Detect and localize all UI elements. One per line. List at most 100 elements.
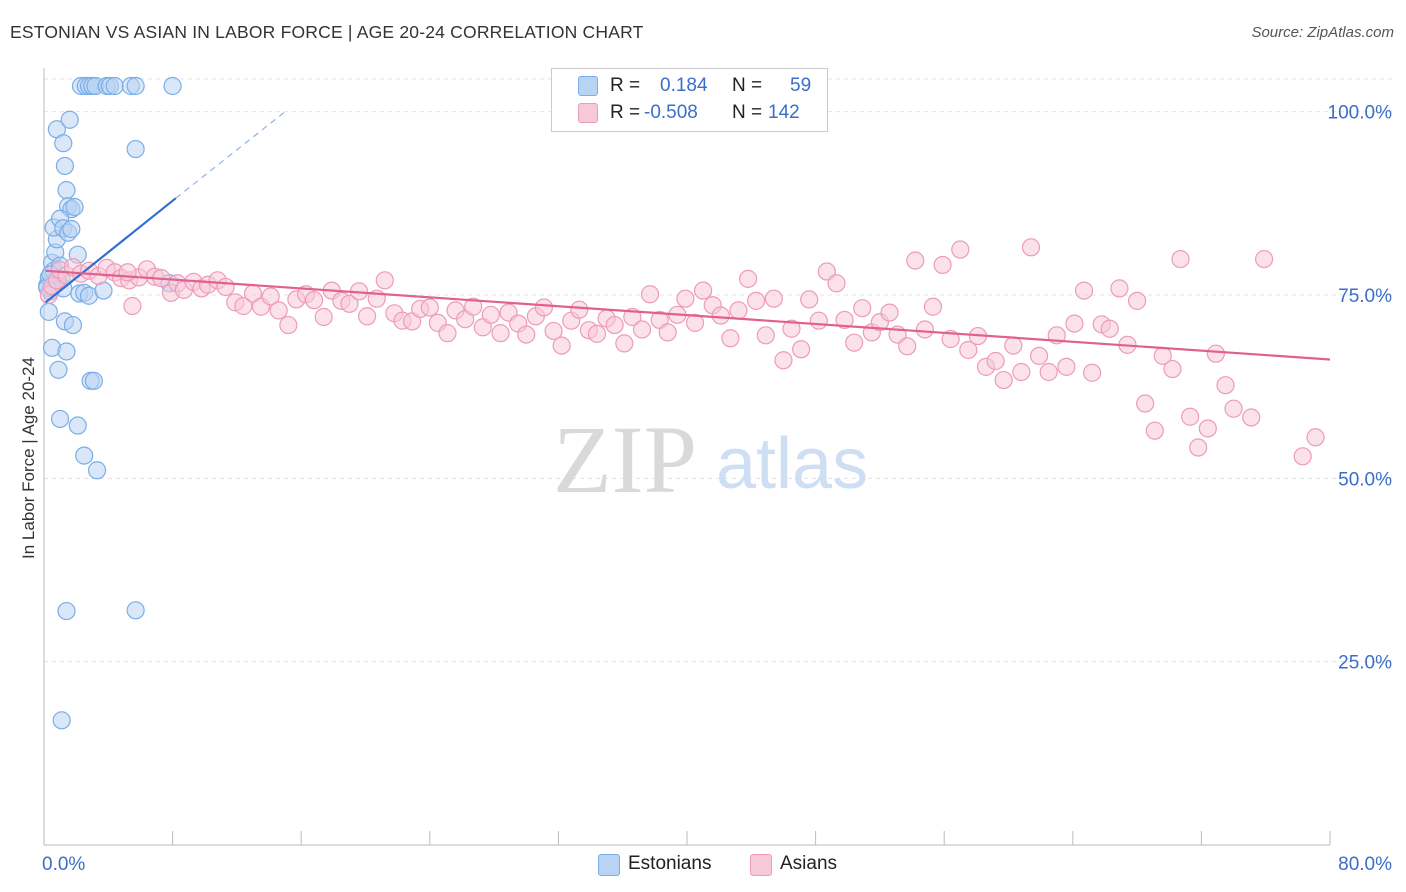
legend-swatch-estonians [598, 854, 620, 876]
data-point-asians [1004, 336, 1023, 355]
data-point-asians [1145, 421, 1164, 440]
data-point-asians [1163, 359, 1182, 379]
stats-legend: R = 0.184 N = 59 R = -0.508 N = 142 [551, 68, 828, 132]
data-point-asians [676, 289, 695, 308]
legend-r-label: R = [610, 102, 641, 123]
data-point-asians [1254, 249, 1274, 269]
data-point-asians [358, 307, 377, 326]
data-point-asians [481, 305, 500, 324]
legend-swatch-asians [750, 854, 772, 876]
data-point-asians [1136, 394, 1155, 413]
data-point-asians [915, 320, 935, 339]
data-point-estonians [55, 156, 74, 176]
series-estonians [38, 76, 182, 730]
data-point-asians [438, 324, 457, 343]
data-point-asians [898, 337, 917, 356]
data-point-asians [994, 370, 1013, 390]
y-tick-label: 100.0% [1328, 103, 1393, 124]
legend-n-value: 142 [768, 102, 800, 123]
data-point-asians [640, 285, 660, 304]
data-point-asians [544, 321, 563, 341]
data-point-asians [729, 301, 748, 320]
legend-row-asians: R = -0.508 N = 142 [552, 100, 827, 126]
data-point-asians [853, 299, 872, 318]
legend-row-estonians: R = 0.184 N = 59 [552, 73, 827, 99]
data-point-estonians [62, 219, 81, 239]
data-point-estonians [49, 360, 68, 379]
watermark-atlas: atlas [716, 424, 868, 504]
y-tick-label: 75.0% [1338, 286, 1392, 307]
data-point-asians [747, 291, 766, 310]
data-point-asians [721, 329, 740, 348]
data-point-asians [304, 291, 324, 310]
watermark: ZIP atlas [553, 406, 868, 513]
trendline-estonians [44, 197, 177, 304]
data-point-estonians [52, 711, 71, 730]
data-point-asians [632, 320, 652, 339]
data-point-estonians [57, 181, 76, 200]
data-point-estonians [126, 76, 145, 96]
data-point-asians [1065, 314, 1084, 333]
x-tick-label-max: 80.0% [1338, 854, 1392, 875]
data-point-estonians [126, 139, 145, 159]
data-point-asians [1198, 419, 1217, 438]
data-point-asians [1039, 362, 1058, 382]
data-point-asians [587, 324, 607, 343]
data-point-asians [792, 340, 811, 359]
data-point-estonians [50, 409, 70, 429]
data-point-asians [1206, 344, 1225, 363]
data-point-asians [269, 301, 288, 320]
data-point-asians [517, 325, 536, 344]
data-point-asians [279, 315, 298, 335]
data-point-estonians [57, 601, 76, 621]
data-point-asians [464, 297, 483, 316]
data-point-asians [959, 340, 978, 360]
data-point-asians [1074, 281, 1094, 300]
data-point-asians [800, 290, 819, 309]
data-point-asians [1127, 291, 1147, 310]
data-point-asians [1012, 362, 1031, 382]
legend-label-asians: Asians [780, 853, 838, 874]
data-point-asians [880, 303, 899, 322]
data-point-asians [809, 311, 828, 330]
data-point-asians [685, 313, 705, 332]
legend-n-value: 59 [790, 75, 812, 96]
legend-r-value: 0.184 [660, 75, 708, 96]
data-point-estonians [87, 461, 107, 480]
y-tick-labels: 25.0% 50.0% 75.0% 100.0% [1328, 103, 1393, 674]
data-point-asians [1057, 357, 1076, 376]
gridlines [44, 78, 1392, 663]
data-point-asians [1306, 428, 1325, 447]
data-point-asians [1082, 363, 1102, 382]
data-point-asians [605, 315, 624, 335]
data-point-estonians [39, 302, 58, 321]
data-point-asians [986, 351, 1005, 371]
data-point-asians [845, 333, 864, 352]
data-point-estonians [105, 76, 124, 96]
data-point-estonians [126, 601, 145, 620]
chart-source: Source: ZipAtlas.com [1251, 24, 1394, 41]
data-point-estonians [84, 371, 103, 390]
data-point-estonians [75, 446, 94, 465]
legend-swatch-estonians [578, 76, 598, 96]
watermark-zip: ZIP [553, 406, 697, 513]
data-point-asians [552, 336, 571, 355]
x-tick-labels: 0.0% 80.0% [42, 854, 1392, 875]
legend-r-label: R = [610, 75, 641, 96]
y-axis-title: In Labor Force | Age 20-24 [19, 357, 38, 559]
data-point-asians [835, 310, 854, 330]
bottom-legend: Estonians Asians [0, 852, 1406, 878]
data-point-asians [693, 281, 713, 300]
data-point-asians [658, 323, 677, 342]
data-point-asians [491, 324, 510, 343]
legend-label-estonians: Estonians [628, 853, 712, 874]
data-point-asians [923, 297, 943, 316]
data-point-asians [1021, 238, 1041, 257]
data-point-asians [1171, 249, 1190, 269]
data-point-asians [234, 296, 253, 316]
trendlines [44, 111, 1331, 361]
data-point-asians [827, 274, 846, 293]
data-point-asians [951, 240, 970, 259]
data-point-asians [118, 263, 137, 282]
